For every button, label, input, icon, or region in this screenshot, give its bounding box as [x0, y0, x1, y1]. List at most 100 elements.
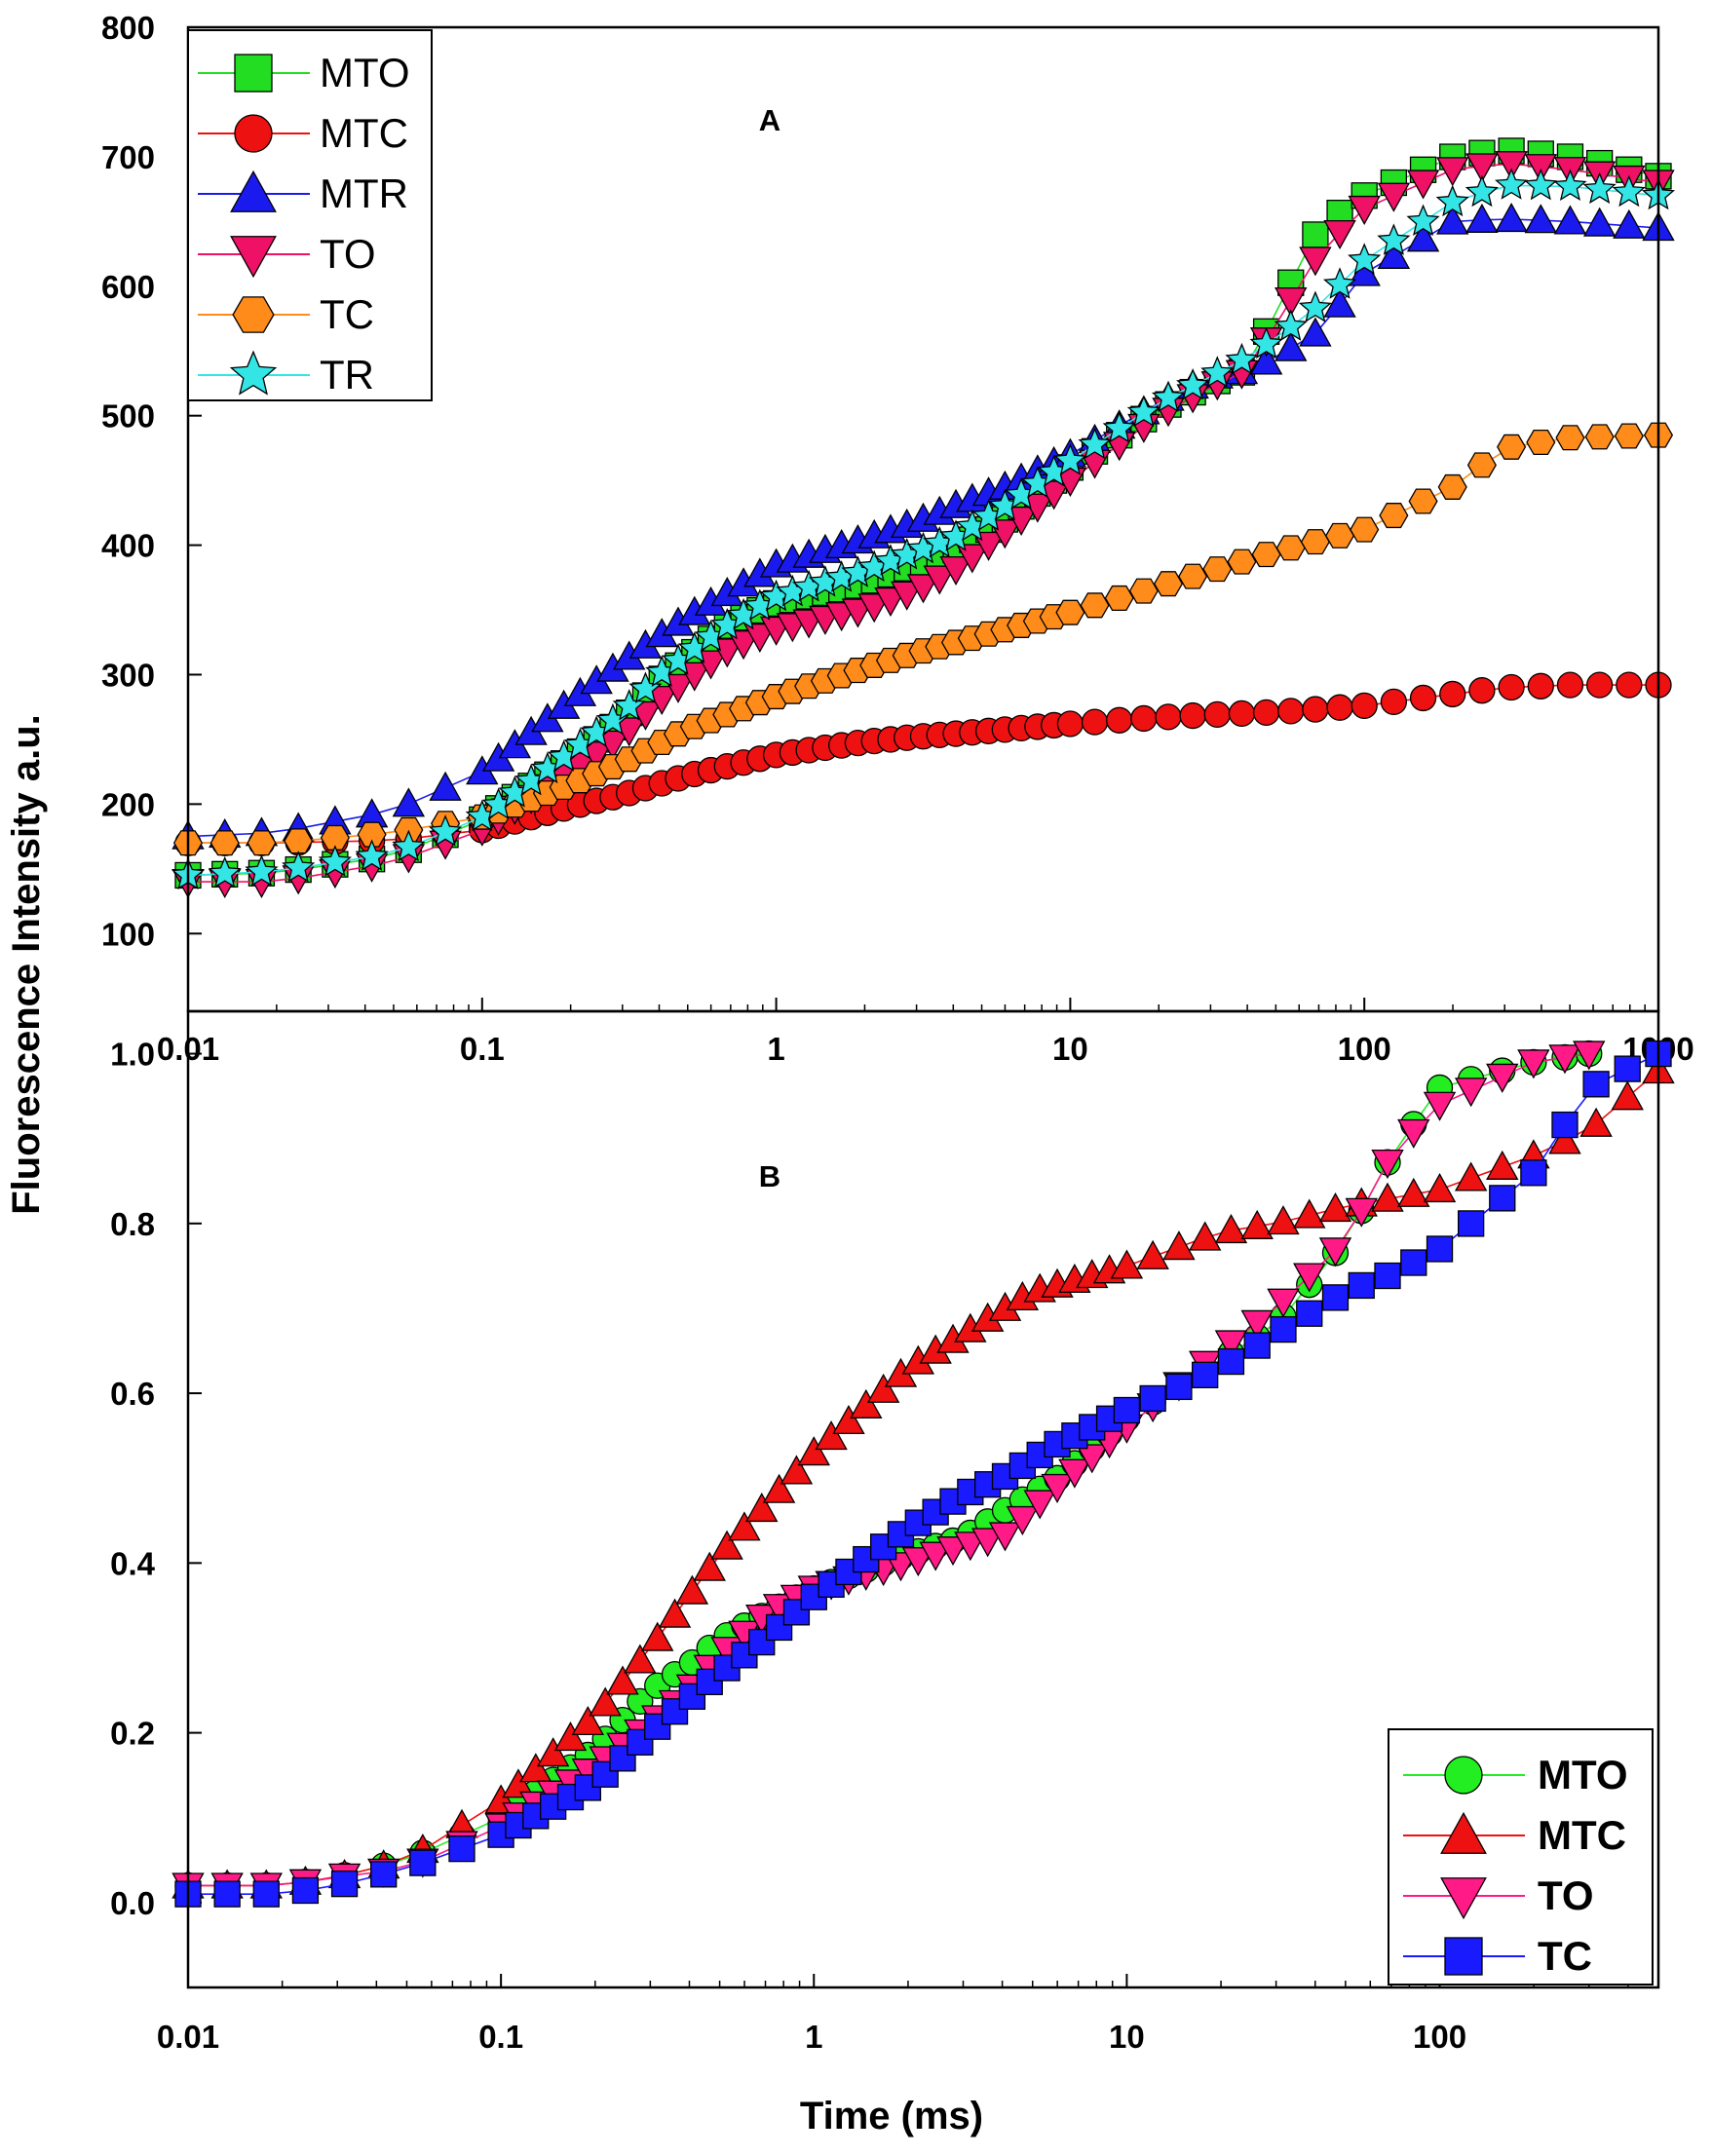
data-point-mtc [1439, 680, 1466, 708]
data-point-mtc [1203, 700, 1231, 729]
data-point-tr [1348, 243, 1382, 275]
data-point-mtr [1582, 207, 1617, 237]
y-tick-label: 0.0 [110, 1885, 155, 1921]
data-point-tc [1243, 1332, 1271, 1359]
data-point-tc [782, 1599, 811, 1626]
panel-b: B 0.01 0.1 1 10 100 0.0 0.2 0.4 0.6 0.8 1.0 MTO M… [110, 1009, 1675, 2055]
data-point-to [970, 1528, 1005, 1558]
data-point-mtr [1406, 222, 1440, 252]
data-point-tc [765, 1613, 793, 1642]
legend-b-label-mto: MTO [1538, 1752, 1628, 1797]
data-point-tr [1151, 380, 1186, 413]
data-point-to [1023, 1490, 1056, 1520]
data-point-tc [1400, 1249, 1427, 1276]
data-point-mtc [1409, 684, 1437, 712]
data-point-tc [448, 1834, 476, 1863]
data-point-mtc [1527, 672, 1554, 700]
data-point-tc [1497, 434, 1527, 460]
x-tick-label: 0.1 [478, 2019, 523, 2055]
data-point-tc [1458, 1210, 1485, 1237]
data-point-to [857, 593, 891, 624]
y-tick-label: 0.6 [110, 1376, 155, 1412]
data-point-to [1214, 1330, 1248, 1360]
data-point-tc [1113, 1396, 1141, 1424]
data-point-tr [1612, 174, 1646, 208]
data-point-to [1517, 1049, 1550, 1079]
data-point-mtc [1585, 671, 1614, 699]
panel-a: A 0.010.11101001000 10020030040050060070… [101, 10, 1694, 1067]
data-point-to [923, 565, 956, 595]
panel-a-y-tick-labels: 100 200 300 400 500 600 700 800 [101, 10, 155, 952]
data-point-to [1240, 1309, 1274, 1340]
data-point-mtc [1130, 704, 1158, 733]
x-tick-label: 100 [1413, 2019, 1466, 2055]
data-point-mtc [1267, 1205, 1300, 1235]
y-tick-label: 300 [101, 657, 155, 693]
data-point-to [1548, 1044, 1581, 1075]
data-point-mtc [658, 1598, 692, 1628]
data-point-mtr [392, 787, 426, 817]
legend-a-label-mto: MTO [320, 50, 410, 95]
panel-b-legend-box [1388, 1728, 1654, 1986]
series-tc [174, 1040, 1672, 1908]
data-point-to [1436, 157, 1469, 187]
data-point-to [988, 1522, 1022, 1552]
data-point-mtc [728, 1511, 761, 1541]
data-point-tr [1053, 443, 1087, 475]
data-point-mtc [850, 1388, 883, 1418]
data-point-tc [1080, 592, 1110, 619]
data-point-mtr [1495, 203, 1528, 233]
data-point-tr [1249, 326, 1283, 359]
data-point-mtc [1579, 1107, 1613, 1137]
data-point-tr [1126, 395, 1160, 428]
data-point-to [901, 1547, 935, 1577]
data-point-tr [1465, 174, 1499, 208]
data-point-to [1348, 195, 1381, 225]
data-point-tc [1614, 1055, 1641, 1082]
data-point-mtc [1136, 1239, 1169, 1269]
x-tick-label: 1 [767, 1031, 784, 1067]
data-point-mtc [1611, 1080, 1644, 1111]
data-point-to [1299, 246, 1332, 277]
legend-b-label-to: TO [1538, 1872, 1594, 1918]
data-point-to [956, 544, 989, 574]
data-point-mtc [589, 1686, 622, 1717]
data-point-mtc [866, 1373, 900, 1403]
data-point-to [874, 586, 907, 618]
data-point-mtc [1110, 1249, 1144, 1279]
data-point-mtc [606, 1665, 639, 1695]
data-point-mtc [693, 1551, 726, 1581]
data-point-tc [1217, 1347, 1245, 1376]
data-point-tr [1176, 367, 1210, 400]
legend-marker-mto [1444, 1756, 1483, 1795]
data-point-to [919, 1541, 952, 1571]
panel-b-y-tick-labels: 0.0 0.2 0.4 0.6 0.8 1.0 [110, 1037, 156, 1921]
data-point-tc [1139, 1384, 1166, 1413]
data-point-tc [1321, 1284, 1350, 1311]
data-point-tc [1296, 1300, 1323, 1327]
data-point-to [1454, 1078, 1488, 1108]
data-point-mtc [1240, 1209, 1274, 1239]
data-point-tr [1298, 290, 1332, 322]
data-point-mtc [1228, 700, 1256, 728]
data-point-tc [1251, 542, 1281, 568]
legend-a-label-mtr: MTR [320, 170, 408, 216]
data-point-tc [1348, 1271, 1375, 1300]
data-point-mtr [1524, 204, 1557, 234]
data-point-tr [1200, 356, 1235, 388]
data-point-to [1423, 1091, 1457, 1121]
data-point-tr [1274, 309, 1308, 341]
y-axis-title: Fluorescence Intensity a.u. [5, 714, 48, 1215]
legend-marker-tr [229, 350, 278, 396]
data-point-to [1318, 1237, 1352, 1267]
panel-b-series [171, 1040, 1675, 1908]
panel-a-legend-marks [198, 54, 310, 396]
data-point-mtc [1454, 1161, 1488, 1191]
data-point-tr [1102, 411, 1136, 443]
data-point-to [1486, 1063, 1519, 1093]
data-point-mtc [1162, 1230, 1196, 1261]
data-point-tr [429, 814, 463, 847]
data-point-to [1524, 154, 1557, 184]
data-point-tr [1377, 223, 1411, 255]
data-point-to [1345, 1197, 1378, 1228]
